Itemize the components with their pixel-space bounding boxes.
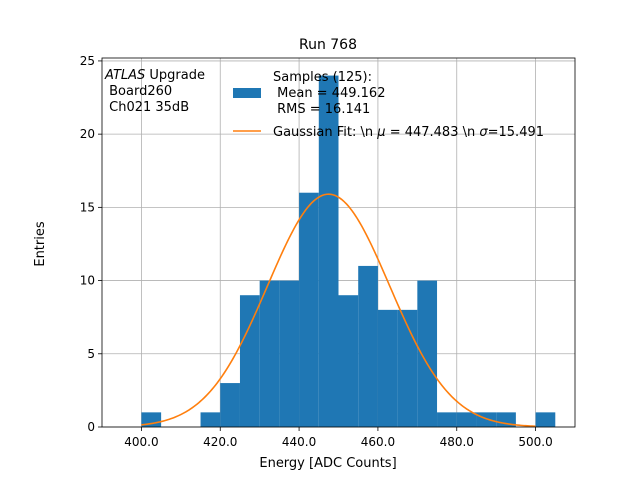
histogram-bar xyxy=(535,412,556,427)
y-axis-label: Entries xyxy=(33,221,48,267)
histogram-bar xyxy=(476,412,497,427)
annotation-line-1: ATLAS Upgrade xyxy=(104,68,205,83)
histogram-bar xyxy=(279,280,300,427)
gaussian-fit-curve xyxy=(141,193,536,428)
histogram-bar xyxy=(456,412,477,427)
legend-fit-part-1: Gaussian Fit: \n xyxy=(273,125,377,140)
annotation-upgrade: Upgrade xyxy=(145,68,205,83)
histogram-bar xyxy=(338,295,359,427)
x-axis-label: Energy [ADC Counts] xyxy=(259,456,396,471)
legend-fit-label: Gaussian Fit: \n μ = 447.483 \n σ=15.491 xyxy=(273,125,544,140)
histogram-bars xyxy=(141,75,556,428)
x-tick-label: 420.0 xyxy=(203,435,237,449)
histogram-bar xyxy=(220,383,240,427)
annotation-line-3: Ch021 35dB xyxy=(105,100,189,115)
legend-fit-mu: μ xyxy=(376,125,385,140)
axes-frame xyxy=(101,57,576,428)
y-tick-label: 15 xyxy=(80,200,95,214)
x-tick-label: 500.0 xyxy=(518,435,552,449)
histogram-bar xyxy=(437,412,457,427)
histogram-bar xyxy=(200,412,221,427)
y-tick-label: 0 xyxy=(87,420,95,434)
y-tick-label: 25 xyxy=(80,54,95,68)
legend-samples-patch xyxy=(233,88,261,98)
legend-samples-line-2: Mean = 449.162 xyxy=(273,86,385,101)
histogram-bar xyxy=(417,280,438,427)
legend-samples-line-3: RMS = 16.141 xyxy=(273,102,370,117)
histogram-bar xyxy=(397,309,418,427)
annotation-line-2: Board260 xyxy=(105,84,172,99)
histogram-bar xyxy=(377,309,398,427)
x-tick-label: 460.0 xyxy=(361,435,395,449)
chart-title: Run 768 xyxy=(299,37,357,53)
x-tick-label: 480.0 xyxy=(440,435,474,449)
axis-ticks: 400.0 420.0 440.0 460.0 480.0 500.0 0 5 10 15 20 25 xyxy=(80,54,553,449)
atlas-annotation: ATLAS Upgrade Board260 Ch021 35dB xyxy=(104,68,205,115)
legend-fit-sigma: σ xyxy=(479,125,488,140)
y-tick-label: 20 xyxy=(80,127,95,141)
histogram-bar xyxy=(358,265,378,427)
histogram-bar xyxy=(299,192,319,427)
legend-fit-part-3: =15.491 xyxy=(488,125,544,140)
y-tick-label: 10 xyxy=(80,274,95,288)
legend: Samples (125): Mean = 449.162 RMS = 16.1… xyxy=(233,70,544,140)
x-tick-label: 400.0 xyxy=(124,435,158,449)
histogram-bar xyxy=(239,295,260,427)
legend-fit-part-2: = 447.483 \n xyxy=(386,125,480,140)
histogram-bar xyxy=(318,75,339,428)
x-tick-label: 440.0 xyxy=(282,435,316,449)
histogram-bar xyxy=(259,280,280,427)
gaussian-fit xyxy=(141,193,536,428)
annotation-atlas: ATLAS xyxy=(104,68,145,83)
y-tick-label: 5 xyxy=(87,347,95,361)
legend-samples-line-1: Samples (125): xyxy=(273,70,372,85)
